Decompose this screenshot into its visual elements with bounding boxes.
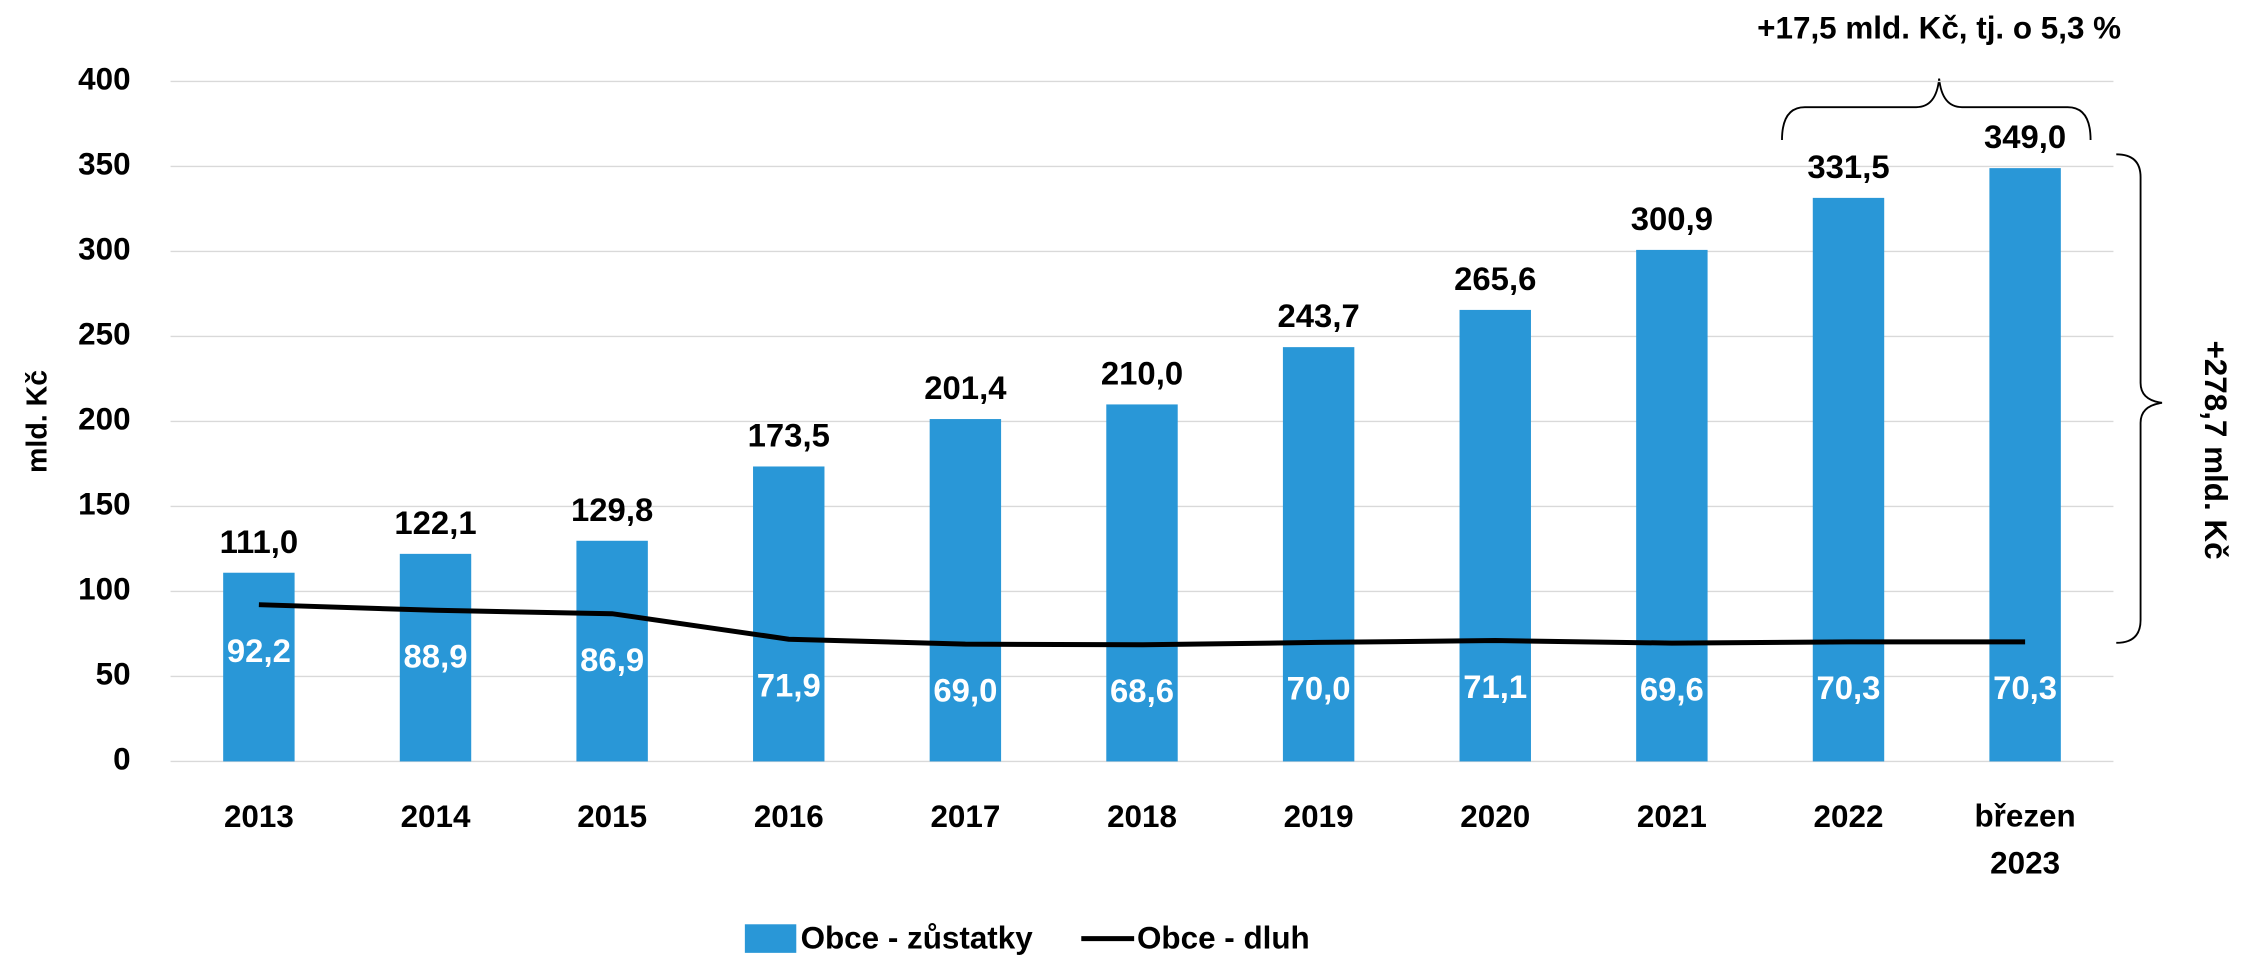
data-label: 201,4 bbox=[924, 369, 1007, 406]
y-axis-label: mld. Kč bbox=[22, 370, 54, 473]
bar bbox=[929, 419, 1002, 762]
data-label: 111,0 bbox=[220, 523, 299, 560]
bar bbox=[1989, 168, 2061, 762]
bar bbox=[576, 540, 648, 762]
x-tick-label: 2022 bbox=[1814, 799, 1884, 834]
bar bbox=[1106, 404, 1178, 762]
brace bbox=[1781, 78, 2092, 141]
y-tick-label: 0 bbox=[113, 742, 130, 777]
bar bbox=[399, 553, 472, 762]
bar bbox=[753, 466, 825, 762]
data-label: 122,1 bbox=[394, 504, 476, 541]
x-tick-label: 2016 bbox=[754, 799, 824, 834]
data-label: 69,6 bbox=[1640, 670, 1704, 707]
data-label: 70,3 bbox=[1993, 669, 2057, 706]
x-tick-label: 2018 bbox=[1107, 799, 1177, 834]
data-label: 265,6 bbox=[1454, 260, 1536, 297]
brace bbox=[2116, 153, 2163, 644]
x-tick-label: 2021 bbox=[1637, 799, 1707, 834]
y-tick-label: 400 bbox=[78, 62, 130, 97]
data-label: 243,7 bbox=[1278, 297, 1360, 334]
bar bbox=[1636, 249, 1708, 762]
y-tick-label: 300 bbox=[78, 232, 130, 267]
x-tick-label: 2015 bbox=[577, 799, 647, 834]
data-label: 129,8 bbox=[571, 491, 653, 528]
legend-label: Obce - dluh bbox=[1137, 920, 1310, 955]
data-label: 71,9 bbox=[757, 666, 821, 703]
y-tick-label: 200 bbox=[78, 402, 130, 437]
annotation: +17,5 mld. Kč, tj. o 5,3 % bbox=[1757, 10, 2121, 45]
y-tick-label: 250 bbox=[78, 317, 130, 352]
y-tick-label: 150 bbox=[78, 487, 130, 522]
data-label: 69,0 bbox=[933, 671, 997, 708]
data-label: 331,5 bbox=[1807, 148, 1889, 185]
x-tick-label: 2020 bbox=[1460, 799, 1530, 834]
bar bbox=[1812, 197, 1885, 762]
data-label: 70,0 bbox=[1287, 670, 1351, 707]
x-tick-label: 2019 bbox=[1284, 799, 1354, 834]
y-tick-label: 350 bbox=[78, 147, 130, 182]
x-tick-label: 2014 bbox=[401, 799, 471, 834]
annotation: +278,7 mld. Kč bbox=[2198, 340, 2233, 559]
data-label: 173,5 bbox=[748, 417, 830, 454]
data-label: 88,9 bbox=[404, 638, 468, 675]
data-label: 70,3 bbox=[1817, 669, 1881, 706]
data-label: 300,9 bbox=[1631, 200, 1713, 237]
x-tick-label: 2013 bbox=[224, 799, 294, 834]
line bbox=[258, 602, 2026, 648]
y-tick-label: 100 bbox=[78, 572, 130, 607]
bar bbox=[1282, 347, 1355, 762]
data-label: 86,9 bbox=[580, 641, 644, 678]
data-label: 71,1 bbox=[1463, 668, 1527, 705]
legend-label: Obce - zůstatky bbox=[801, 920, 1034, 955]
legend-swatch bbox=[744, 924, 797, 953]
data-label: 210,0 bbox=[1101, 355, 1183, 392]
y-tick-label: 50 bbox=[96, 657, 131, 692]
data-label: 68,6 bbox=[1110, 672, 1174, 709]
x-tick-label: 2017 bbox=[930, 799, 1000, 834]
data-label: 92,2 bbox=[227, 632, 291, 669]
data-label: 349,0 bbox=[1984, 118, 2066, 155]
x-tick-label: březen 2023 bbox=[1974, 799, 2075, 881]
bar bbox=[1459, 309, 1531, 762]
